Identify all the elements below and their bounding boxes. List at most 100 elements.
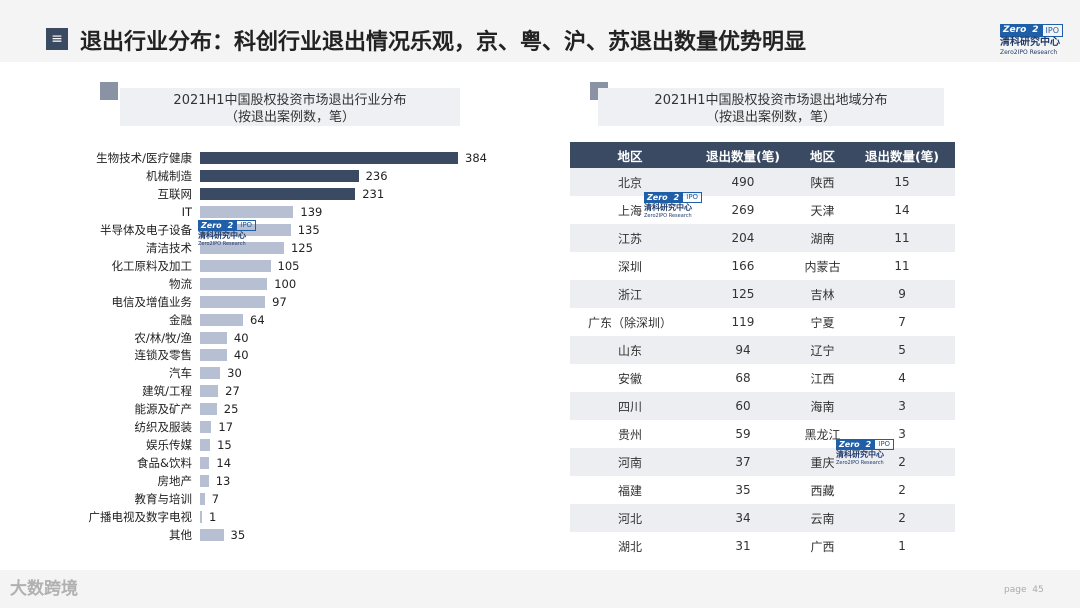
bar-category-label: 金融 [169, 312, 192, 327]
bar [200, 331, 227, 344]
region-cell: 西藏 [795, 476, 850, 504]
bar-row: 互联网 231 [0, 185, 1080, 203]
page-number: page 45 [1004, 585, 1044, 595]
bar-category-label: 物流 [169, 276, 192, 291]
bar-value-label: 384 [465, 151, 487, 165]
bar-category-label: 电信及增值业务 [111, 294, 193, 309]
bar-row: 物流 100 [0, 275, 1080, 293]
count-cell: 14 [849, 196, 955, 224]
bar-category-label: 化工原料及加工 [111, 258, 193, 273]
bar-row: 食品&饮料 14 [0, 454, 1080, 472]
bar-row: 广播电视及数字电视 1 [0, 508, 1080, 526]
region-cell: 北京 [570, 168, 691, 196]
region-cell: 吉林 [795, 280, 850, 308]
bar-value-label: 35 [230, 527, 246, 542]
count-cell: 3 [849, 392, 955, 420]
bar-value-label: 40 [233, 330, 249, 345]
bar [200, 367, 221, 380]
table-row: 贵州 59 黑龙江 3 [570, 420, 955, 448]
bar-row: 化工原料及加工 105 [0, 257, 1080, 275]
region-cell: 河北 [570, 504, 691, 532]
right-table-heading: 2021H1中国股权投资市场退出地域分布 （按退出案例数，笔） [598, 88, 944, 126]
bar-value-label: 236 [365, 168, 388, 183]
bar [200, 241, 284, 254]
wm-zero-text: Zero [644, 192, 671, 203]
table-row: 江苏 204 湖南 11 [570, 224, 955, 252]
bar [200, 475, 209, 488]
bar-value-label: 7 [211, 492, 220, 507]
bar-category-label: 半导体及电子设备 [100, 222, 192, 237]
left-section-marker [100, 82, 118, 100]
table-row: 上海 269 天津 14 [570, 196, 955, 224]
bar-row: 清洁技术 125 [0, 239, 1080, 257]
logo-ipo-text: IPO [1041, 24, 1064, 37]
table-row: 福建 35 西藏 2 [570, 476, 955, 504]
bar-value-label: 105 [277, 258, 300, 273]
region-cell: 云南 [795, 504, 850, 532]
bar [200, 493, 205, 506]
region-cell: 宁夏 [795, 308, 850, 336]
table-row: 深圳 166 内蒙古 11 [570, 252, 955, 280]
bar [200, 205, 294, 218]
region-cell: 辽宁 [795, 336, 850, 364]
bar-row: 连锁及零售 40 [0, 346, 1080, 364]
region-cell: 天津 [795, 196, 850, 224]
count-cell: 119 [690, 308, 796, 336]
table-header-row: 地区 退出数量(笔) 地区 退出数量(笔) [570, 142, 955, 168]
header-region-1: 地区 [570, 142, 691, 168]
menu-icon: ≡ [46, 28, 68, 50]
table-row: 浙江 125 吉林 9 [570, 280, 955, 308]
bar-row: 教育与培训 7 [0, 490, 1080, 508]
right-heading-line1: 2021H1中国股权投资市场退出地域分布 [654, 93, 888, 108]
count-cell: 2 [849, 476, 955, 504]
table-row: 北京 490 陕西 15 [570, 168, 955, 196]
bar-value-label: 40 [233, 348, 249, 363]
count-cell: 31 [690, 532, 796, 560]
wm-ipo-text: IPO [682, 192, 703, 203]
logo-two-text: 2 [1029, 24, 1042, 37]
wm-two-text: 2 [670, 192, 683, 203]
bar-value-label: 97 [272, 294, 287, 309]
header-count-1: 退出数量(笔) [690, 142, 796, 168]
bar-value-label: 1 [209, 510, 217, 524]
bar-row: 机械制造 236 [0, 167, 1080, 185]
left-chart-heading: 2021H1中国股权投资市场退出行业分布 （按退出案例数，笔） [120, 88, 460, 126]
count-cell: 15 [849, 168, 955, 196]
wm-two-text: 2 [224, 220, 237, 231]
watermark-logo: Zero 2 IPO 清科研究中心 Zero2IPO Research [644, 192, 706, 224]
watermark-logo: Zero 2 IPO 清科研究中心 Zero2IPO Research [198, 220, 260, 252]
region-cell: 湖南 [795, 224, 850, 252]
table-row: 湖北 31 广西 1 [570, 532, 955, 560]
region-cell: 重庆 [795, 448, 850, 476]
bar [200, 295, 266, 308]
region-cell: 贵州 [570, 420, 691, 448]
table-row: 山东 94 辽宁 5 [570, 336, 955, 364]
count-cell: 34 [690, 504, 796, 532]
bar-row: 房地产 13 [0, 472, 1080, 490]
logo-en-text: Zero2IPO Research [1000, 49, 1058, 56]
bar-category-label: 娱乐传媒 [146, 438, 192, 453]
bar [200, 457, 210, 470]
count-cell: 204 [690, 224, 796, 252]
bar-category-label: 生物技术/医疗健康 [96, 151, 192, 165]
bar-category-label: 互联网 [157, 186, 193, 201]
bar-value-label: 30 [227, 366, 242, 381]
bar-value-label: 14 [216, 456, 232, 471]
wm-ipo-text: IPO [874, 439, 895, 450]
watermark-logo: Zero 2 IPO 清科研究中心 Zero2IPO Research [836, 439, 898, 471]
table-row: 河北 34 云南 2 [570, 504, 955, 532]
bar [200, 277, 268, 290]
table-row: 安徽 68 江西 4 [570, 364, 955, 392]
bar-value-label: 64 [250, 312, 265, 327]
wm-cn-text: 清科研究中心 [836, 450, 884, 459]
page-title: 退出行业分布：科创行业退出情况乐观，京、粤、沪、苏退出数量优势明显 [80, 30, 807, 55]
bar-row: 纺织及服装 17 [0, 418, 1080, 436]
wm-en-text: Zero2IPO Research [836, 460, 884, 466]
wm-zero-text: Zero [198, 220, 225, 231]
bar-category-label: 广播电视及数字电视 [88, 510, 193, 524]
region-cell: 内蒙古 [795, 252, 850, 280]
region-cell: 广西 [795, 532, 850, 560]
wm-zero-text: Zero [836, 439, 863, 450]
bar-row: 电信及增值业务 97 [0, 293, 1080, 311]
count-cell: 490 [690, 168, 796, 196]
